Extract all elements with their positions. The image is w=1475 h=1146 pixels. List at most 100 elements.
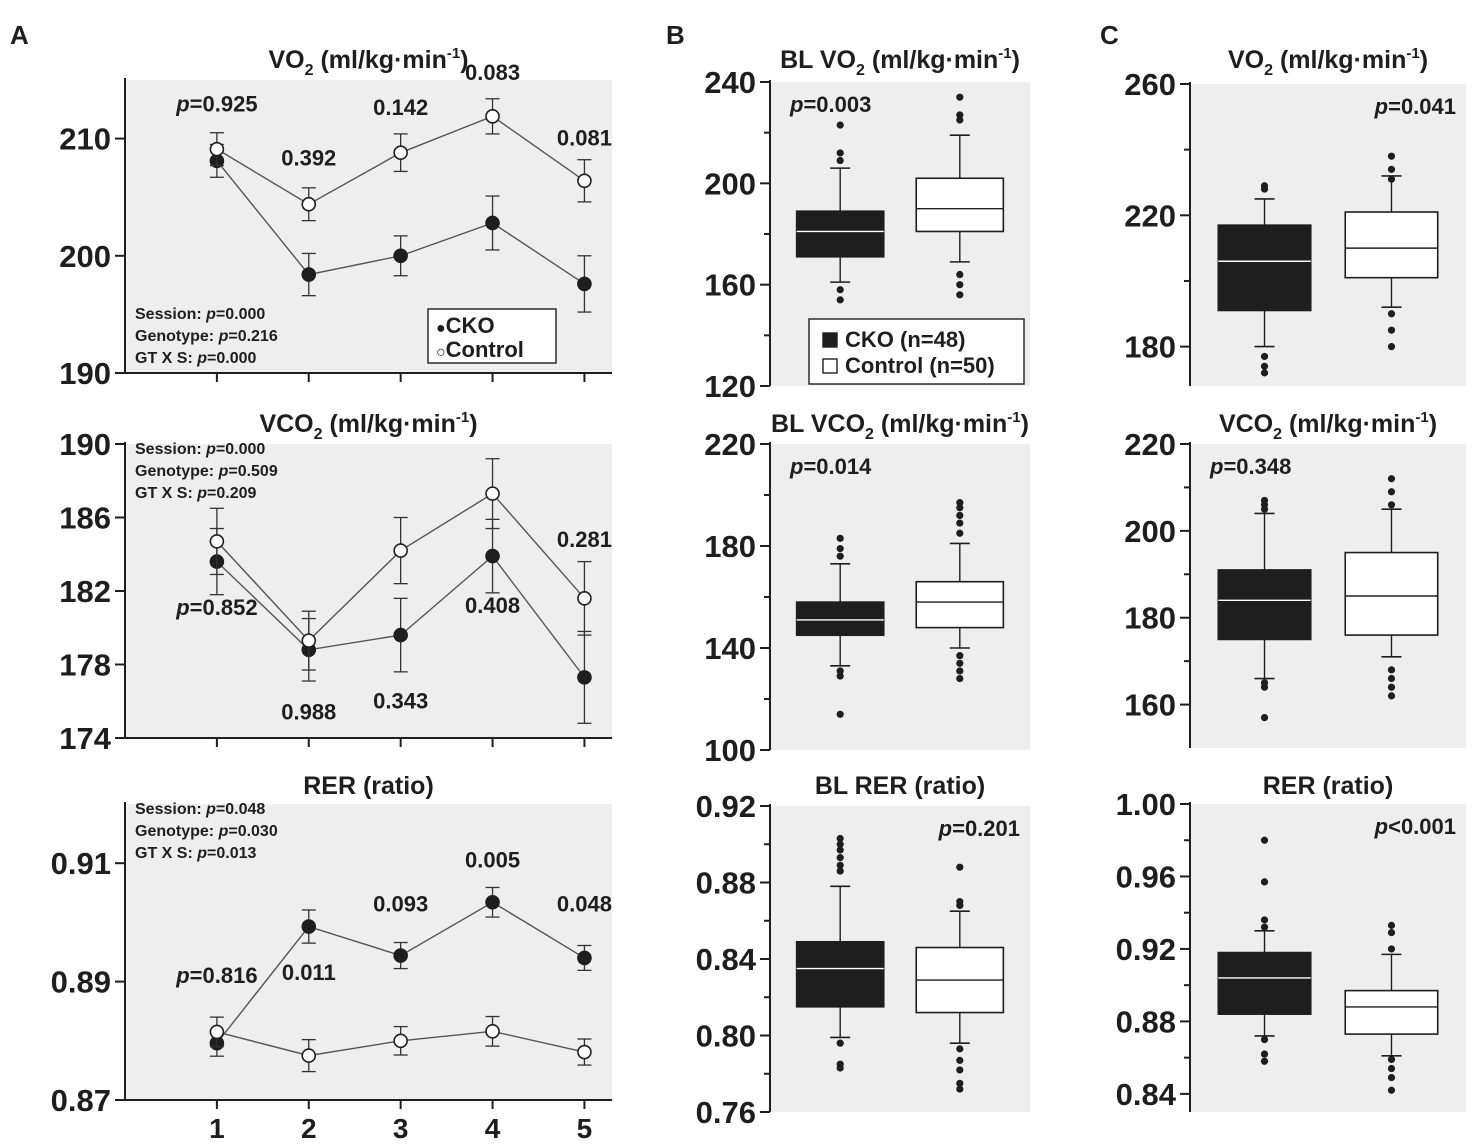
p-symbol: p bbox=[938, 816, 952, 841]
y-tick-label: 220 bbox=[1124, 427, 1176, 462]
p-value: 0.142 bbox=[373, 95, 428, 120]
data-point bbox=[301, 1048, 317, 1063]
stats-value: =0.030 bbox=[228, 823, 277, 840]
outlier-point bbox=[836, 710, 844, 718]
p-value-label: 0.281 bbox=[557, 527, 612, 552]
x-tick-label: 4 bbox=[485, 1113, 501, 1144]
y-tick-label: 0.84 bbox=[696, 942, 757, 977]
outlier-point bbox=[1260, 1035, 1269, 1044]
box-iqr bbox=[915, 177, 1005, 233]
box-control bbox=[915, 93, 1005, 299]
outlier-point bbox=[956, 898, 964, 906]
box-iqr bbox=[795, 601, 885, 637]
stats-value: =0.000 bbox=[207, 350, 256, 367]
outlier-point bbox=[836, 286, 844, 294]
box-cko bbox=[1217, 496, 1312, 722]
p-value: =0.201 bbox=[952, 816, 1020, 841]
outlier-point bbox=[836, 667, 844, 675]
title-subscript: 2 bbox=[305, 62, 314, 79]
p-symbol: p bbox=[196, 845, 207, 862]
p-value-label: 0.083 bbox=[465, 60, 520, 85]
p-symbol: p bbox=[196, 350, 207, 367]
legend: ●CKO○Control bbox=[427, 308, 557, 364]
x-tick-label: 5 bbox=[577, 1113, 593, 1144]
y-tick-label: 220 bbox=[1124, 198, 1176, 233]
box-cko bbox=[795, 834, 885, 1072]
p-value: =0.925 bbox=[190, 92, 258, 117]
p-value: =0.348 bbox=[1223, 454, 1291, 479]
box-control bbox=[915, 499, 1005, 683]
outlier-point bbox=[836, 846, 844, 854]
stats-prefix: Genotype: bbox=[135, 328, 219, 345]
y-tick-label: 174 bbox=[59, 721, 111, 756]
stats-prefix: Session: bbox=[135, 441, 206, 458]
outlier-point bbox=[836, 534, 844, 542]
title-unit: (ml/kg·min bbox=[314, 46, 447, 74]
p-value-label: 0.988 bbox=[281, 700, 336, 725]
x-tick-label: 3 bbox=[393, 1113, 409, 1144]
outlier-point bbox=[1387, 945, 1396, 953]
y-tick-label: 0.92 bbox=[1116, 932, 1176, 967]
p-value: 0.343 bbox=[373, 689, 428, 714]
chart-title: VO2 (ml/kg·min-1) bbox=[268, 45, 468, 79]
outlier-point bbox=[1387, 1073, 1396, 1082]
box-iqr bbox=[795, 940, 885, 1008]
legend: CKO (n=48)Control (n=50) bbox=[808, 318, 1025, 385]
stats-line: Genotype: p=0.216 bbox=[135, 328, 278, 345]
outlier-point bbox=[956, 1085, 964, 1093]
title-subscript: 2 bbox=[1264, 62, 1273, 79]
p-symbol: p bbox=[205, 306, 216, 323]
stats-line: GT X S: p=0.000 bbox=[135, 350, 257, 367]
stats-line: Genotype: p=0.509 bbox=[135, 463, 278, 480]
outlier-point bbox=[1387, 666, 1396, 674]
y-tick-label: 0.88 bbox=[1116, 1004, 1176, 1039]
outlier-point bbox=[1387, 152, 1396, 160]
p-value-label: p=0.014 bbox=[789, 454, 872, 479]
data-point bbox=[393, 627, 408, 643]
p-value-label: 0.142 bbox=[373, 95, 428, 120]
data-point bbox=[301, 919, 317, 934]
title-subscript: 2 bbox=[865, 426, 874, 443]
stats-line: Genotype: p=0.030 bbox=[135, 823, 278, 840]
stats-line: Session: p=0.000 bbox=[135, 306, 265, 323]
outlier-point bbox=[1387, 501, 1396, 509]
chart-c3: RER (ratio) 0.84 0.88 0.92 0.96 1.00 p<0.001 bbox=[1116, 772, 1466, 1112]
y-tick-label: 160 bbox=[1124, 688, 1176, 723]
p-value-label: 0.343 bbox=[373, 689, 428, 714]
y-tick-label: 0.96 bbox=[1116, 859, 1176, 894]
stats-prefix: GT X S: bbox=[135, 485, 197, 502]
box-iqr bbox=[1217, 569, 1312, 641]
outlier-point bbox=[1387, 475, 1396, 483]
data-point bbox=[209, 534, 225, 549]
outlier-point bbox=[956, 667, 964, 675]
chart-title: VCO2 (ml/kg·min-1) bbox=[259, 409, 477, 443]
outlier-point bbox=[836, 854, 844, 862]
chart-title: VCO2 (ml/kg·min-1) bbox=[1219, 409, 1437, 443]
box-iqr bbox=[795, 210, 885, 258]
outlier-point bbox=[1260, 182, 1269, 190]
stats-prefix: GT X S: bbox=[135, 350, 197, 367]
p-symbol: p bbox=[175, 595, 189, 620]
y-tick-label: 0.92 bbox=[696, 789, 756, 824]
p-symbol: p bbox=[218, 463, 229, 480]
box-iqr bbox=[1344, 551, 1439, 636]
series-control bbox=[209, 1015, 592, 1073]
legend-box bbox=[427, 308, 557, 364]
chart-title: RER (ratio) bbox=[1263, 772, 1394, 800]
box-control bbox=[1344, 475, 1439, 700]
box-iqr bbox=[1217, 951, 1312, 1015]
outlier-point bbox=[956, 652, 964, 660]
outlier-point bbox=[1260, 714, 1269, 722]
series-cko bbox=[209, 143, 592, 313]
box-iqr bbox=[1217, 224, 1312, 312]
p-symbol: p bbox=[789, 92, 803, 117]
stats-value: =0.209 bbox=[207, 485, 256, 502]
legend-symbol: ○ bbox=[436, 344, 446, 361]
data-point bbox=[393, 248, 408, 264]
title-main: BL RER (ratio) bbox=[815, 772, 985, 800]
p-value-label: 0.392 bbox=[281, 146, 336, 171]
data-point bbox=[485, 486, 500, 501]
p-value-label: p<0.001 bbox=[1374, 814, 1456, 839]
title-superscript: -1 bbox=[447, 45, 460, 62]
plot-background bbox=[125, 804, 612, 1100]
